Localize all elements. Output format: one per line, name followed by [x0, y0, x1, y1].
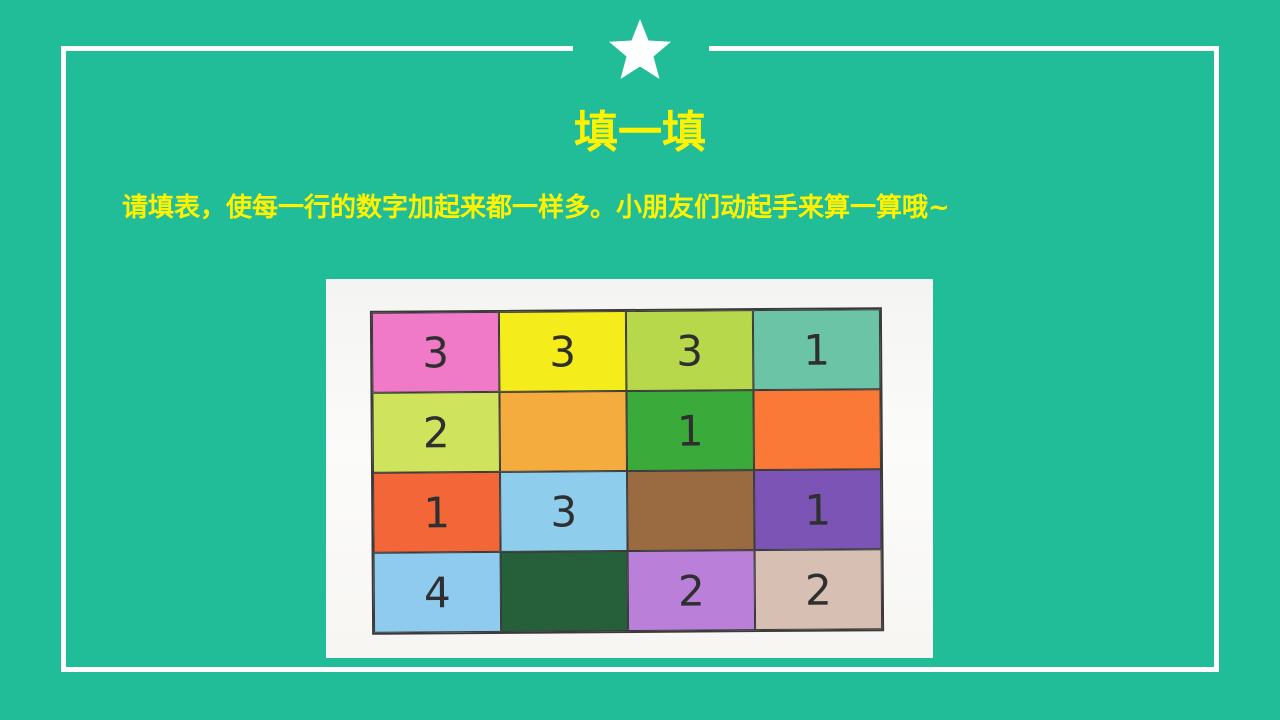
table-cell-r1-c2: 3	[498, 311, 627, 392]
table-cell-r2-c1: 2	[372, 391, 501, 473]
table-cell-r1-c1: 3	[371, 311, 500, 393]
table-cell-r3-c3[interactable]	[627, 470, 755, 551]
table-cell-r2-c2[interactable]	[499, 391, 627, 472]
table-cell-r1-c3: 3	[625, 310, 754, 392]
table-cell-r4-c3: 2	[627, 550, 756, 631]
star-icon	[609, 19, 671, 79]
instruction-text: 请填表，使每一行的数字加起来都一样多。小朋友们动起手来算一算哦~	[122, 193, 950, 223]
table-cell-r1-c4: 1	[752, 309, 881, 391]
table-cell-r2-c3: 1	[626, 390, 754, 471]
slide-title: 填一填	[574, 107, 706, 158]
table-cell-r3-c4: 1	[753, 469, 882, 551]
table-cell-r4-c2[interactable]	[500, 550, 629, 632]
table-cell-r2-c4[interactable]	[753, 389, 881, 471]
table-cell-r3-c2: 3	[500, 471, 628, 552]
table-cell-r4-c1: 4	[373, 551, 502, 633]
table-cell-r4-c4: 2	[754, 549, 883, 631]
table-cell-r3-c1: 1	[373, 471, 501, 553]
